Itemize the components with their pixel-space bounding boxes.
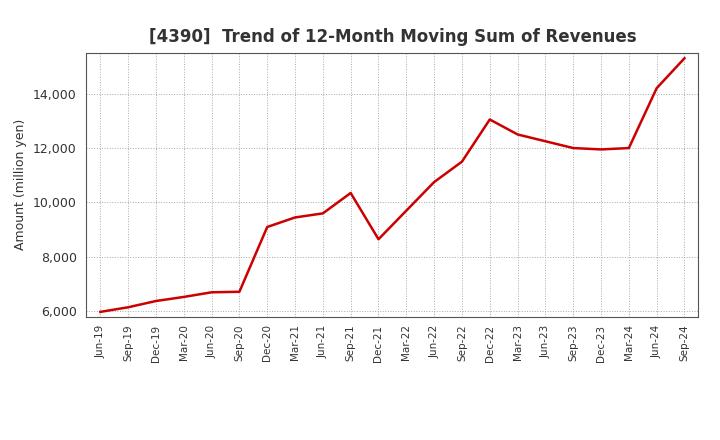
Title: [4390]  Trend of 12-Month Moving Sum of Revenues: [4390] Trend of 12-Month Moving Sum of R…: [148, 28, 636, 46]
Y-axis label: Amount (million yen): Amount (million yen): [14, 119, 27, 250]
